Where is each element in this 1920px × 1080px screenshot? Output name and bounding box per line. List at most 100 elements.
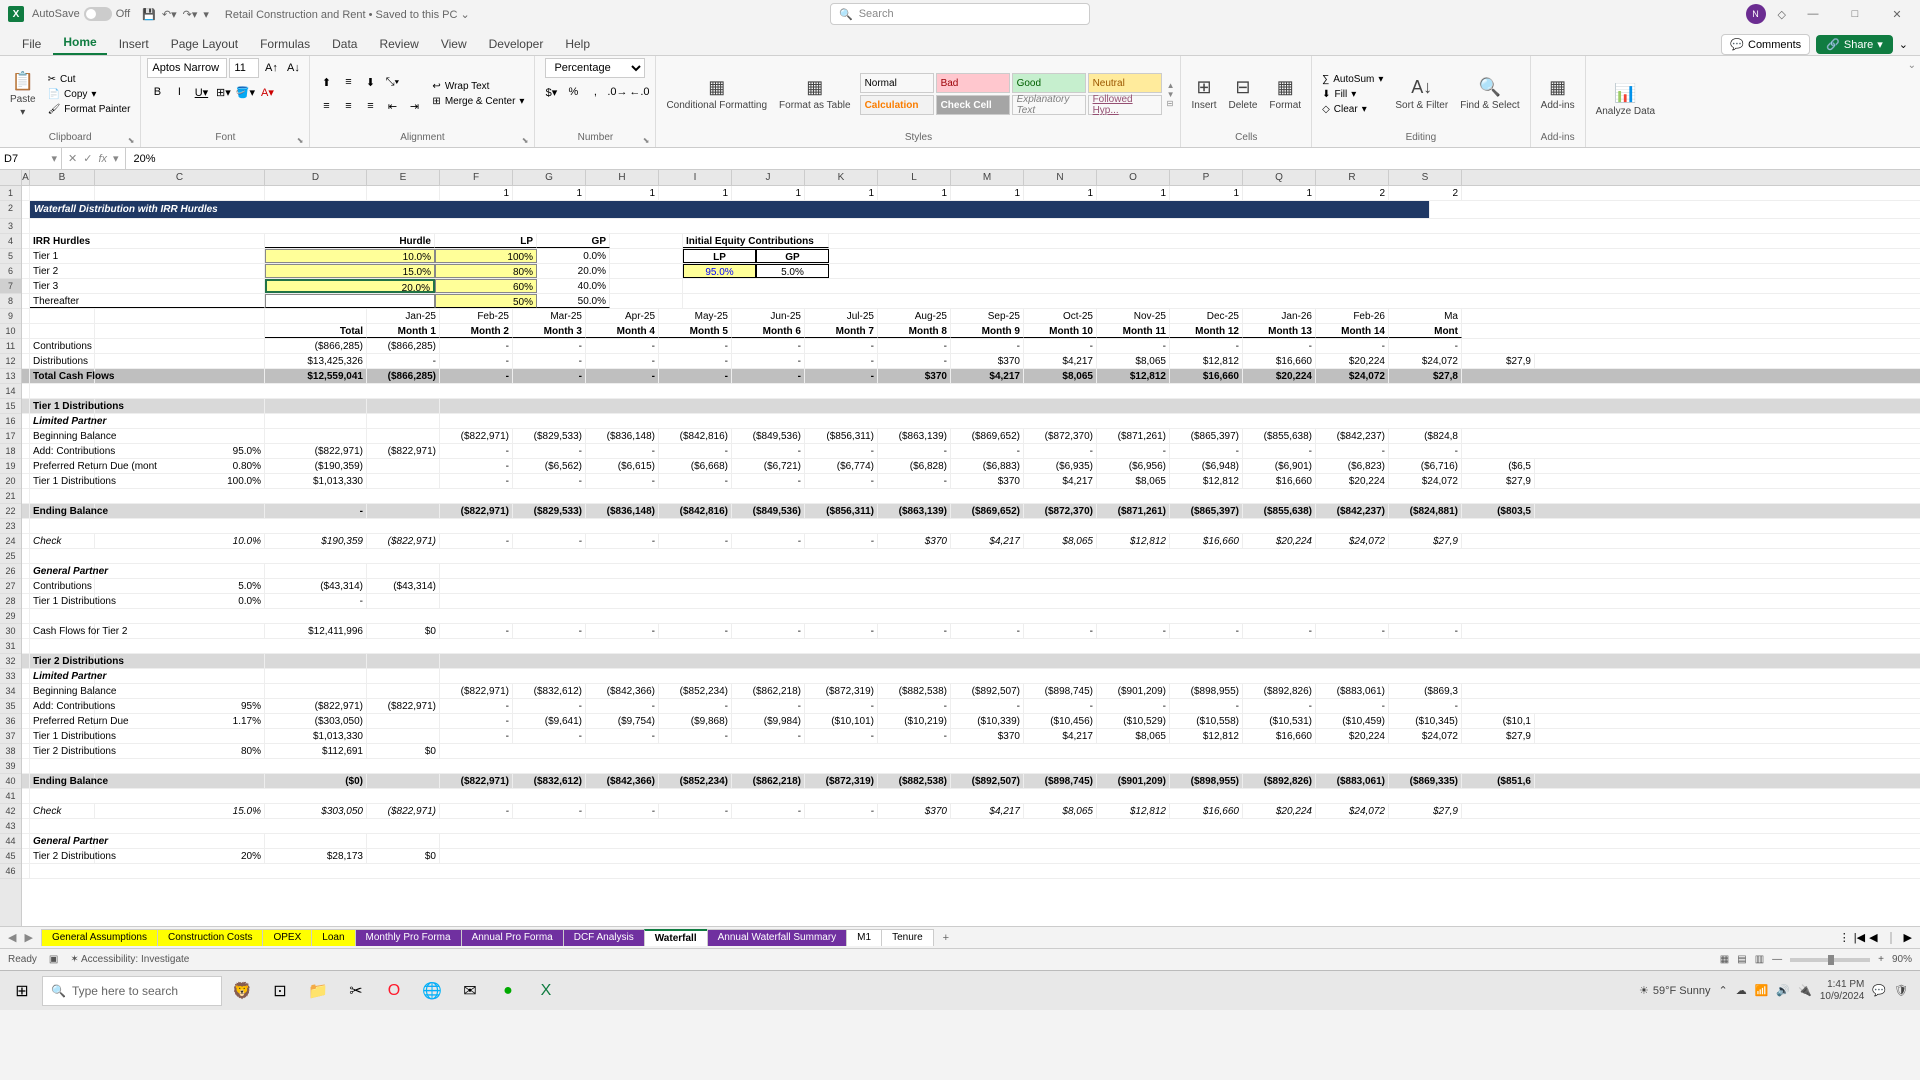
align-left-icon[interactable]: ≡: [316, 96, 336, 116]
collapse-ribbon-button[interactable]: ⌄: [1904, 56, 1920, 147]
row-42[interactable]: 42: [0, 804, 21, 819]
underline-button[interactable]: U▾: [191, 82, 211, 102]
col-N[interactable]: N: [1024, 170, 1097, 185]
horizontal-scrollbar[interactable]: [1890, 932, 1892, 944]
indent-inc-icon[interactable]: ⇥: [404, 96, 424, 116]
col-K[interactable]: K: [805, 170, 878, 185]
sheet-tab[interactable]: Annual Pro Forma: [461, 929, 564, 946]
redo-icon[interactable]: ↷▾: [183, 8, 198, 21]
autosave-toggle[interactable]: AutoSave Off: [32, 7, 130, 21]
zoom-out-icon[interactable]: —: [1772, 954, 1782, 965]
copy-button[interactable]: 📄Copy ▾: [44, 88, 135, 101]
view-break-icon[interactable]: ▥: [1755, 954, 1764, 965]
cancel-formula-icon[interactable]: ✕: [68, 152, 77, 165]
col-Q[interactable]: Q: [1243, 170, 1316, 185]
taskbar-taskview-icon[interactable]: ⊡: [262, 975, 298, 1007]
scroll-left-icon[interactable]: ◀: [1869, 931, 1877, 944]
select-all-corner[interactable]: [0, 170, 22, 185]
tab-developer[interactable]: Developer: [479, 33, 554, 55]
row-2[interactable]: 2: [0, 201, 21, 219]
style-bad[interactable]: Bad: [936, 73, 1010, 93]
taskbar-app-icon[interactable]: ●: [490, 975, 526, 1007]
tab-page-layout[interactable]: Page Layout: [161, 33, 248, 55]
col-S[interactable]: S: [1389, 170, 1462, 185]
fx-icon[interactable]: fx: [98, 153, 107, 165]
name-box[interactable]: D7 ▾: [0, 148, 62, 169]
wrap-text-button[interactable]: ↩Wrap Text: [428, 80, 528, 93]
sheet-prev-icon[interactable]: ◀: [8, 931, 16, 944]
tray-shield-icon[interactable]: 🛡: [1894, 984, 1908, 997]
addins-button[interactable]: ▦Add-ins: [1537, 75, 1579, 113]
macro-record-icon[interactable]: ▣: [49, 954, 58, 965]
row-29[interactable]: 29: [0, 609, 21, 624]
row-11[interactable]: 11: [0, 339, 21, 354]
row-8[interactable]: 8: [0, 294, 21, 309]
user-avatar[interactable]: N: [1746, 4, 1766, 24]
bold-button[interactable]: B: [147, 82, 167, 102]
scroll-right-icon[interactable]: ▶: [1904, 931, 1912, 944]
col-E[interactable]: E: [367, 170, 440, 185]
taskbar-opera-icon[interactable]: O: [376, 975, 412, 1007]
col-H[interactable]: H: [586, 170, 659, 185]
sheet-tab[interactable]: Monthly Pro Forma: [355, 929, 462, 946]
autosum-button[interactable]: ∑ AutoSum ▾: [1318, 73, 1387, 86]
row-41[interactable]: 41: [0, 789, 21, 804]
styles-down-icon[interactable]: ▼: [1167, 90, 1175, 99]
row-3[interactable]: 3: [0, 219, 21, 234]
save-icon[interactable]: 💾: [142, 8, 156, 21]
tray-chevron-icon[interactable]: ⌃: [1719, 984, 1728, 997]
toggle-icon[interactable]: [84, 7, 112, 21]
align-bottom-icon[interactable]: ⬇: [360, 72, 380, 92]
row-10[interactable]: 10: [0, 324, 21, 339]
taskbar-snip-icon[interactable]: ✂: [338, 975, 374, 1007]
row-27[interactable]: 27: [0, 579, 21, 594]
taskbar-explorer-icon[interactable]: 📁: [300, 975, 336, 1007]
view-layout-icon[interactable]: ▤: [1737, 954, 1746, 965]
border-button[interactable]: ⊞▾: [213, 82, 233, 102]
document-name[interactable]: Retail Construction and Rent • Saved to …: [225, 8, 470, 21]
share-button[interactable]: 🔗 Share ▾: [1816, 35, 1893, 54]
col-M[interactable]: M: [951, 170, 1024, 185]
dialog-launcher-icon[interactable]: ⬊: [297, 136, 304, 145]
col-D[interactable]: D: [265, 170, 367, 185]
close-button[interactable]: ✕: [1882, 8, 1912, 21]
tab-insert[interactable]: Insert: [109, 33, 159, 55]
sheet-tab[interactable]: General Assumptions: [41, 929, 158, 946]
col-P[interactable]: P: [1170, 170, 1243, 185]
row-17[interactable]: 17: [0, 429, 21, 444]
row-28[interactable]: 28: [0, 594, 21, 609]
col-R[interactable]: R: [1316, 170, 1389, 185]
style-explanatory[interactable]: Explanatory Text: [1012, 95, 1086, 115]
style-good[interactable]: Good: [1012, 73, 1086, 93]
fill-button[interactable]: ⬇ Fill ▾: [1318, 88, 1387, 101]
maximize-button[interactable]: □: [1840, 8, 1870, 20]
row-6[interactable]: 6: [0, 264, 21, 279]
increase-font-icon[interactable]: A↑: [261, 58, 281, 78]
row-9[interactable]: 9: [0, 309, 21, 324]
percent-icon[interactable]: %: [563, 82, 583, 102]
col-F[interactable]: F: [440, 170, 513, 185]
row-34[interactable]: 34: [0, 684, 21, 699]
row-40[interactable]: 40: [0, 774, 21, 789]
dec-decimal-icon[interactable]: ←.0: [629, 82, 649, 102]
tab-home[interactable]: Home: [53, 31, 106, 55]
comments-button[interactable]: 💬 Comments: [1721, 34, 1810, 55]
collapse-ribbon-icon[interactable]: ⌄: [1899, 38, 1908, 51]
sheet-tab[interactable]: Loan: [311, 929, 355, 946]
style-calculation[interactable]: Calculation: [860, 95, 934, 115]
comma-icon[interactable]: ,: [585, 82, 605, 102]
cut-button[interactable]: ✂Cut: [44, 73, 135, 86]
spreadsheet-grid[interactable]: A B C D E F G H I J K L M N O P Q R S 12…: [0, 170, 1920, 926]
find-select-button[interactable]: 🔍Find & Select: [1456, 75, 1523, 113]
taskbar-excel-icon[interactable]: X: [528, 975, 564, 1007]
sheet-tab[interactable]: M1: [846, 929, 882, 946]
row-19[interactable]: 19: [0, 459, 21, 474]
row-1[interactable]: 1: [0, 186, 21, 201]
row-23[interactable]: 23: [0, 519, 21, 534]
row-26[interactable]: 26: [0, 564, 21, 579]
tab-file[interactable]: File: [12, 33, 51, 55]
row-12[interactable]: 12: [0, 354, 21, 369]
enter-formula-icon[interactable]: ✓: [83, 152, 92, 165]
taskbar-chrome-icon[interactable]: 🌐: [414, 975, 450, 1007]
row-44[interactable]: 44: [0, 834, 21, 849]
